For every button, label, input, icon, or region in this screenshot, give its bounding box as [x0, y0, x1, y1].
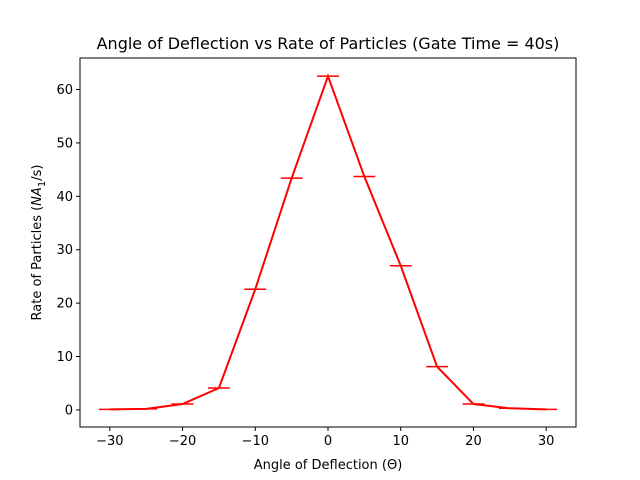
data-point — [363, 175, 366, 178]
y-axis-label-a: A — [30, 187, 45, 197]
data-point — [145, 408, 147, 410]
data-point — [290, 177, 293, 179]
y-axis-label-n: N — [30, 196, 45, 206]
chart-title: Angle of Deflection vs Rate of Particles… — [97, 34, 560, 53]
data-point — [218, 387, 220, 389]
y-tick-label: 30 — [56, 243, 73, 258]
y-tick-label: 0 — [65, 403, 73, 418]
x-tick-label: −30 — [96, 434, 123, 449]
y-axis-label-subscript: 1 — [37, 181, 48, 187]
data-point — [181, 403, 184, 405]
data-point — [509, 407, 511, 410]
x-tick-label: 0 — [324, 434, 332, 449]
data-point — [545, 408, 547, 411]
x-tick-label: −20 — [169, 434, 196, 449]
y-tick-label: 60 — [56, 83, 73, 98]
x-tick-label: 10 — [392, 434, 409, 449]
y-tick-label: 50 — [56, 136, 73, 151]
y-axis-label: Rate of Particles (NA1/s) — [30, 165, 48, 321]
x-tick-label: −10 — [242, 434, 269, 449]
data-point — [472, 403, 475, 405]
y-tick-label: 40 — [56, 190, 73, 205]
data-point — [254, 288, 257, 291]
x-tick-label: 20 — [465, 434, 482, 449]
data-point — [327, 75, 329, 77]
data-point — [399, 264, 402, 267]
x-tick-label: 30 — [538, 434, 555, 449]
plot-area — [98, 73, 558, 411]
data-point — [436, 365, 438, 368]
y-tick-label: 20 — [56, 297, 73, 312]
y-axis-label-unit: /s) — [30, 165, 45, 181]
data-point — [109, 408, 111, 411]
y-axis-label-text: Rate of Particles ( — [30, 206, 45, 321]
y-tick-label: 10 — [56, 350, 73, 365]
x-axis-label: Angle of Deflection (Θ) — [254, 458, 403, 473]
